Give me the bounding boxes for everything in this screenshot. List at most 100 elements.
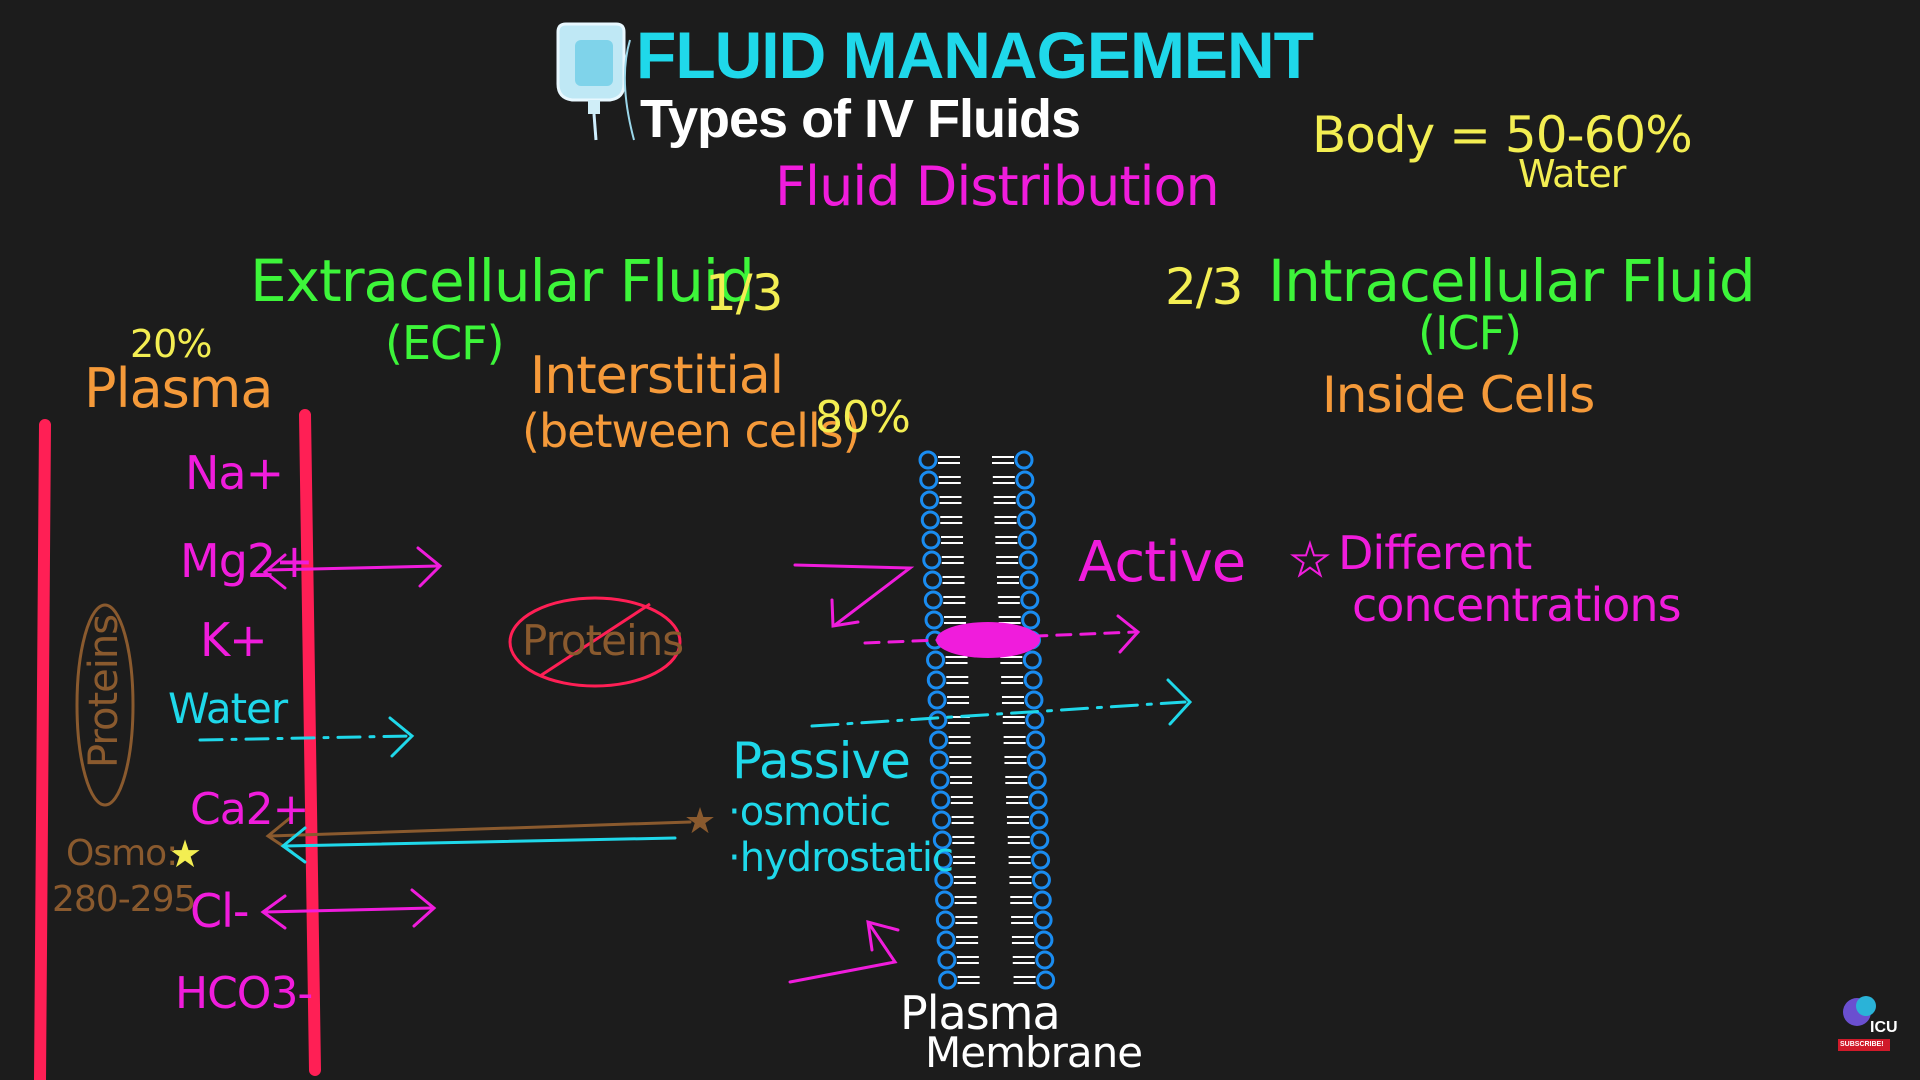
- lipid-head: [1027, 770, 1047, 790]
- lipid-head: [1022, 650, 1042, 670]
- lipid-head: [919, 470, 939, 490]
- lipid-head: [938, 970, 958, 990]
- lipid-head: [934, 870, 954, 890]
- plasma-percent: 20%: [130, 322, 212, 366]
- plasma-right-wall: [299, 409, 321, 1076]
- lipid-head: [918, 450, 938, 470]
- lipid-head: [935, 910, 955, 930]
- lipid-head: [1024, 690, 1044, 710]
- interstitial-percent: 80%: [815, 392, 911, 443]
- active-pump: [936, 622, 1040, 658]
- plasma-proteins-oval: [75, 603, 135, 807]
- lipid-head: [921, 530, 941, 550]
- lipid-head: [1015, 470, 1035, 490]
- lipid-head: [1021, 610, 1041, 630]
- yellow-star-icon: ★: [168, 832, 202, 876]
- lipid-head: [932, 830, 952, 850]
- lipid-head: [922, 550, 942, 570]
- lipid-head: [1029, 810, 1049, 830]
- icf-title: Intracellular Fluid: [1268, 247, 1756, 315]
- lipid-head: [1020, 590, 1040, 610]
- lipid-head: [920, 490, 940, 510]
- electrolyte-cl: Cl-: [190, 884, 249, 938]
- lipid-head: [1033, 910, 1053, 930]
- lipid-head: [923, 570, 943, 590]
- note-different: Different: [1338, 526, 1532, 580]
- active-dashed-arrow: [863, 614, 1141, 654]
- membrane-label-line2: Membrane: [925, 1028, 1143, 1077]
- lipid-head: [931, 790, 951, 810]
- membrane-pointer-arrow: [788, 919, 900, 984]
- water-dashed-arrow: [198, 716, 415, 758]
- lipid-head: [1017, 530, 1037, 550]
- lipid-head: [1026, 750, 1046, 770]
- lipid-head: [1031, 850, 1051, 870]
- iv-bag-icon: [556, 22, 635, 141]
- lipid-head: [935, 890, 955, 910]
- lipid-head: [937, 950, 957, 970]
- page-title: FLUID MANAGEMENT: [636, 18, 1314, 92]
- water-membrane-arrow: [810, 678, 1193, 728]
- plasma-membrane-bilayer: [918, 450, 1056, 990]
- electrolyte-mg: Mg2+: [180, 534, 314, 588]
- passive-brown-arrow: [265, 816, 692, 854]
- body-water-line2: Water: [1518, 152, 1626, 196]
- membrane-label-line1: Plasma: [900, 986, 1061, 1040]
- lipid-head: [936, 930, 956, 950]
- lipid-head: [1035, 950, 1055, 970]
- active-in-arrow: [793, 563, 915, 628]
- lipid-head: [932, 810, 952, 830]
- lipid-head: [1031, 870, 1051, 890]
- lipid-head: [1028, 790, 1048, 810]
- lipid-head: [929, 730, 949, 750]
- lipid-head: [926, 670, 946, 690]
- subscribe-badge[interactable]: SUBSCRIBE!: [1840, 1041, 1884, 1048]
- osmo-label: Osmo:: [66, 833, 178, 874]
- lipid-head: [920, 510, 940, 530]
- lipid-head: [928, 710, 948, 730]
- icf-abbr: (ICF): [1418, 306, 1522, 360]
- plasma-proteins-label: Proteins: [81, 614, 127, 768]
- ecf-title: Extracellular Fluid: [250, 247, 755, 315]
- no-proteins-symbol: [508, 596, 682, 688]
- lipid-head: [1016, 490, 1036, 510]
- ecf-abbr: (ECF): [385, 316, 505, 370]
- brown-star-icon: ★: [684, 801, 716, 842]
- icu-logo-text[interactable]: ICU: [1870, 1019, 1898, 1036]
- lipid-head: [930, 770, 950, 790]
- note-concentrations: concentrations: [1352, 578, 1682, 632]
- passive-hydrostatic: ·hydrostatic: [728, 835, 954, 881]
- ecf-fraction: 1/3: [705, 264, 783, 322]
- lipid-head: [927, 690, 947, 710]
- lipid-head: [923, 590, 943, 610]
- cl-double-arrow: [260, 888, 437, 930]
- lipid-head: [1036, 970, 1056, 990]
- lipid-head: [1016, 510, 1036, 530]
- osmo-range: 280-295: [52, 879, 196, 920]
- page-subtitle: Types of IV Fluids: [640, 89, 1081, 149]
- active-label: Active: [1078, 530, 1246, 595]
- lipid-head: [1026, 730, 1046, 750]
- electrolyte-ca: Ca2+: [190, 784, 310, 835]
- lipid-head: [1023, 670, 1043, 690]
- electrolyte-na: Na+: [185, 446, 284, 500]
- lipid-head: [933, 850, 953, 870]
- plasma-label: Plasma: [84, 357, 273, 420]
- electrolyte-k: K+: [200, 613, 268, 667]
- lipid-head: [1034, 930, 1054, 950]
- lipid-head: [1018, 550, 1038, 570]
- interstitial-proteins-label: Proteins: [522, 616, 684, 665]
- passive-cyan-arrow: [280, 826, 677, 864]
- mg-double-arrow: [262, 546, 443, 590]
- electrolyte-hco3: HCO3-: [175, 968, 313, 1019]
- passive-osmotic: ·osmotic: [728, 789, 891, 835]
- passive-label: Passive: [732, 732, 911, 790]
- lipid-head: [929, 750, 949, 770]
- icu-logo: [1838, 996, 1890, 1051]
- icf-desc: Inside Cells: [1322, 366, 1595, 424]
- interstitial-label: Interstitial: [530, 346, 784, 406]
- lipid-head: [1019, 570, 1039, 590]
- lipid-head: [1025, 710, 1045, 730]
- lipid-head: [1030, 830, 1050, 850]
